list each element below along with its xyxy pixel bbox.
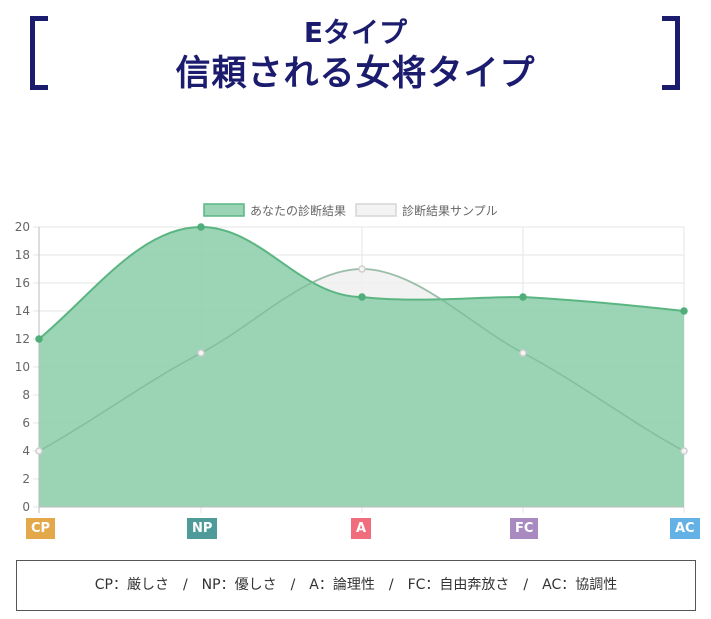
svg-text:4: 4	[22, 444, 30, 458]
data-point[interactable]	[358, 293, 366, 301]
legend-swatch-your-result	[203, 203, 245, 217]
svg-text:18: 18	[15, 248, 30, 262]
svg-text:20: 20	[15, 220, 30, 234]
line-chart: あなたの診断結果 診断結果サンプル 20	[15, 203, 688, 514]
your-result-points	[35, 223, 688, 343]
left-bracket-decoration	[30, 16, 48, 90]
svg-text:12: 12	[15, 332, 30, 346]
data-point[interactable]	[519, 349, 527, 357]
sample-points	[35, 265, 688, 455]
x-label-a: A	[351, 518, 372, 539]
data-point[interactable]	[35, 447, 43, 455]
data-point[interactable]	[197, 349, 205, 357]
your-result-line	[38, 225, 685, 340]
your-result-area	[39, 227, 684, 507]
data-point[interactable]	[680, 307, 688, 315]
chart-legend: あなたの診断結果 診断結果サンプル	[203, 203, 498, 218]
legend-item-sample[interactable]: 診断結果サンプル	[355, 203, 498, 218]
x-label-cp: CP	[26, 518, 56, 539]
svg-text:8: 8	[22, 388, 30, 402]
data-point[interactable]	[519, 293, 527, 301]
data-point[interactable]	[358, 265, 366, 273]
data-point[interactable]	[197, 223, 205, 231]
result-header: Eタイプ 信頼される女将タイプ	[0, 0, 711, 110]
legend-label-your-result: あなたの診断結果	[250, 203, 346, 218]
svg-text:10: 10	[15, 360, 30, 374]
data-point[interactable]	[680, 447, 688, 455]
svg-text:2: 2	[22, 472, 30, 486]
data-point[interactable]	[35, 335, 43, 343]
y-axis: 20 18 16 14 12 10 8 6 4 2 0	[15, 220, 30, 514]
x-label-ac: AC	[670, 518, 700, 539]
legend-item-your-result[interactable]: あなたの診断結果	[203, 203, 346, 218]
svg-text:16: 16	[15, 276, 30, 290]
svg-text:14: 14	[15, 304, 30, 318]
series-your-result	[38, 225, 685, 507]
x-label-fc: FC	[510, 518, 539, 539]
x-label-np: NP	[187, 518, 218, 539]
type-title: 信頼される女将タイプ	[175, 54, 536, 94]
type-subtitle: Eタイプ	[303, 16, 408, 49]
right-bracket-decoration	[662, 16, 680, 90]
svg-text:6: 6	[22, 416, 30, 430]
legend-swatch-sample	[355, 203, 397, 217]
svg-text:0: 0	[22, 500, 30, 514]
category-legend-box: CP：厳しさ / NP：優しさ / A：論理性 / FC：自由奔放さ / AC：…	[16, 560, 696, 611]
legend-label-sample: 診断結果サンプル	[402, 203, 498, 218]
